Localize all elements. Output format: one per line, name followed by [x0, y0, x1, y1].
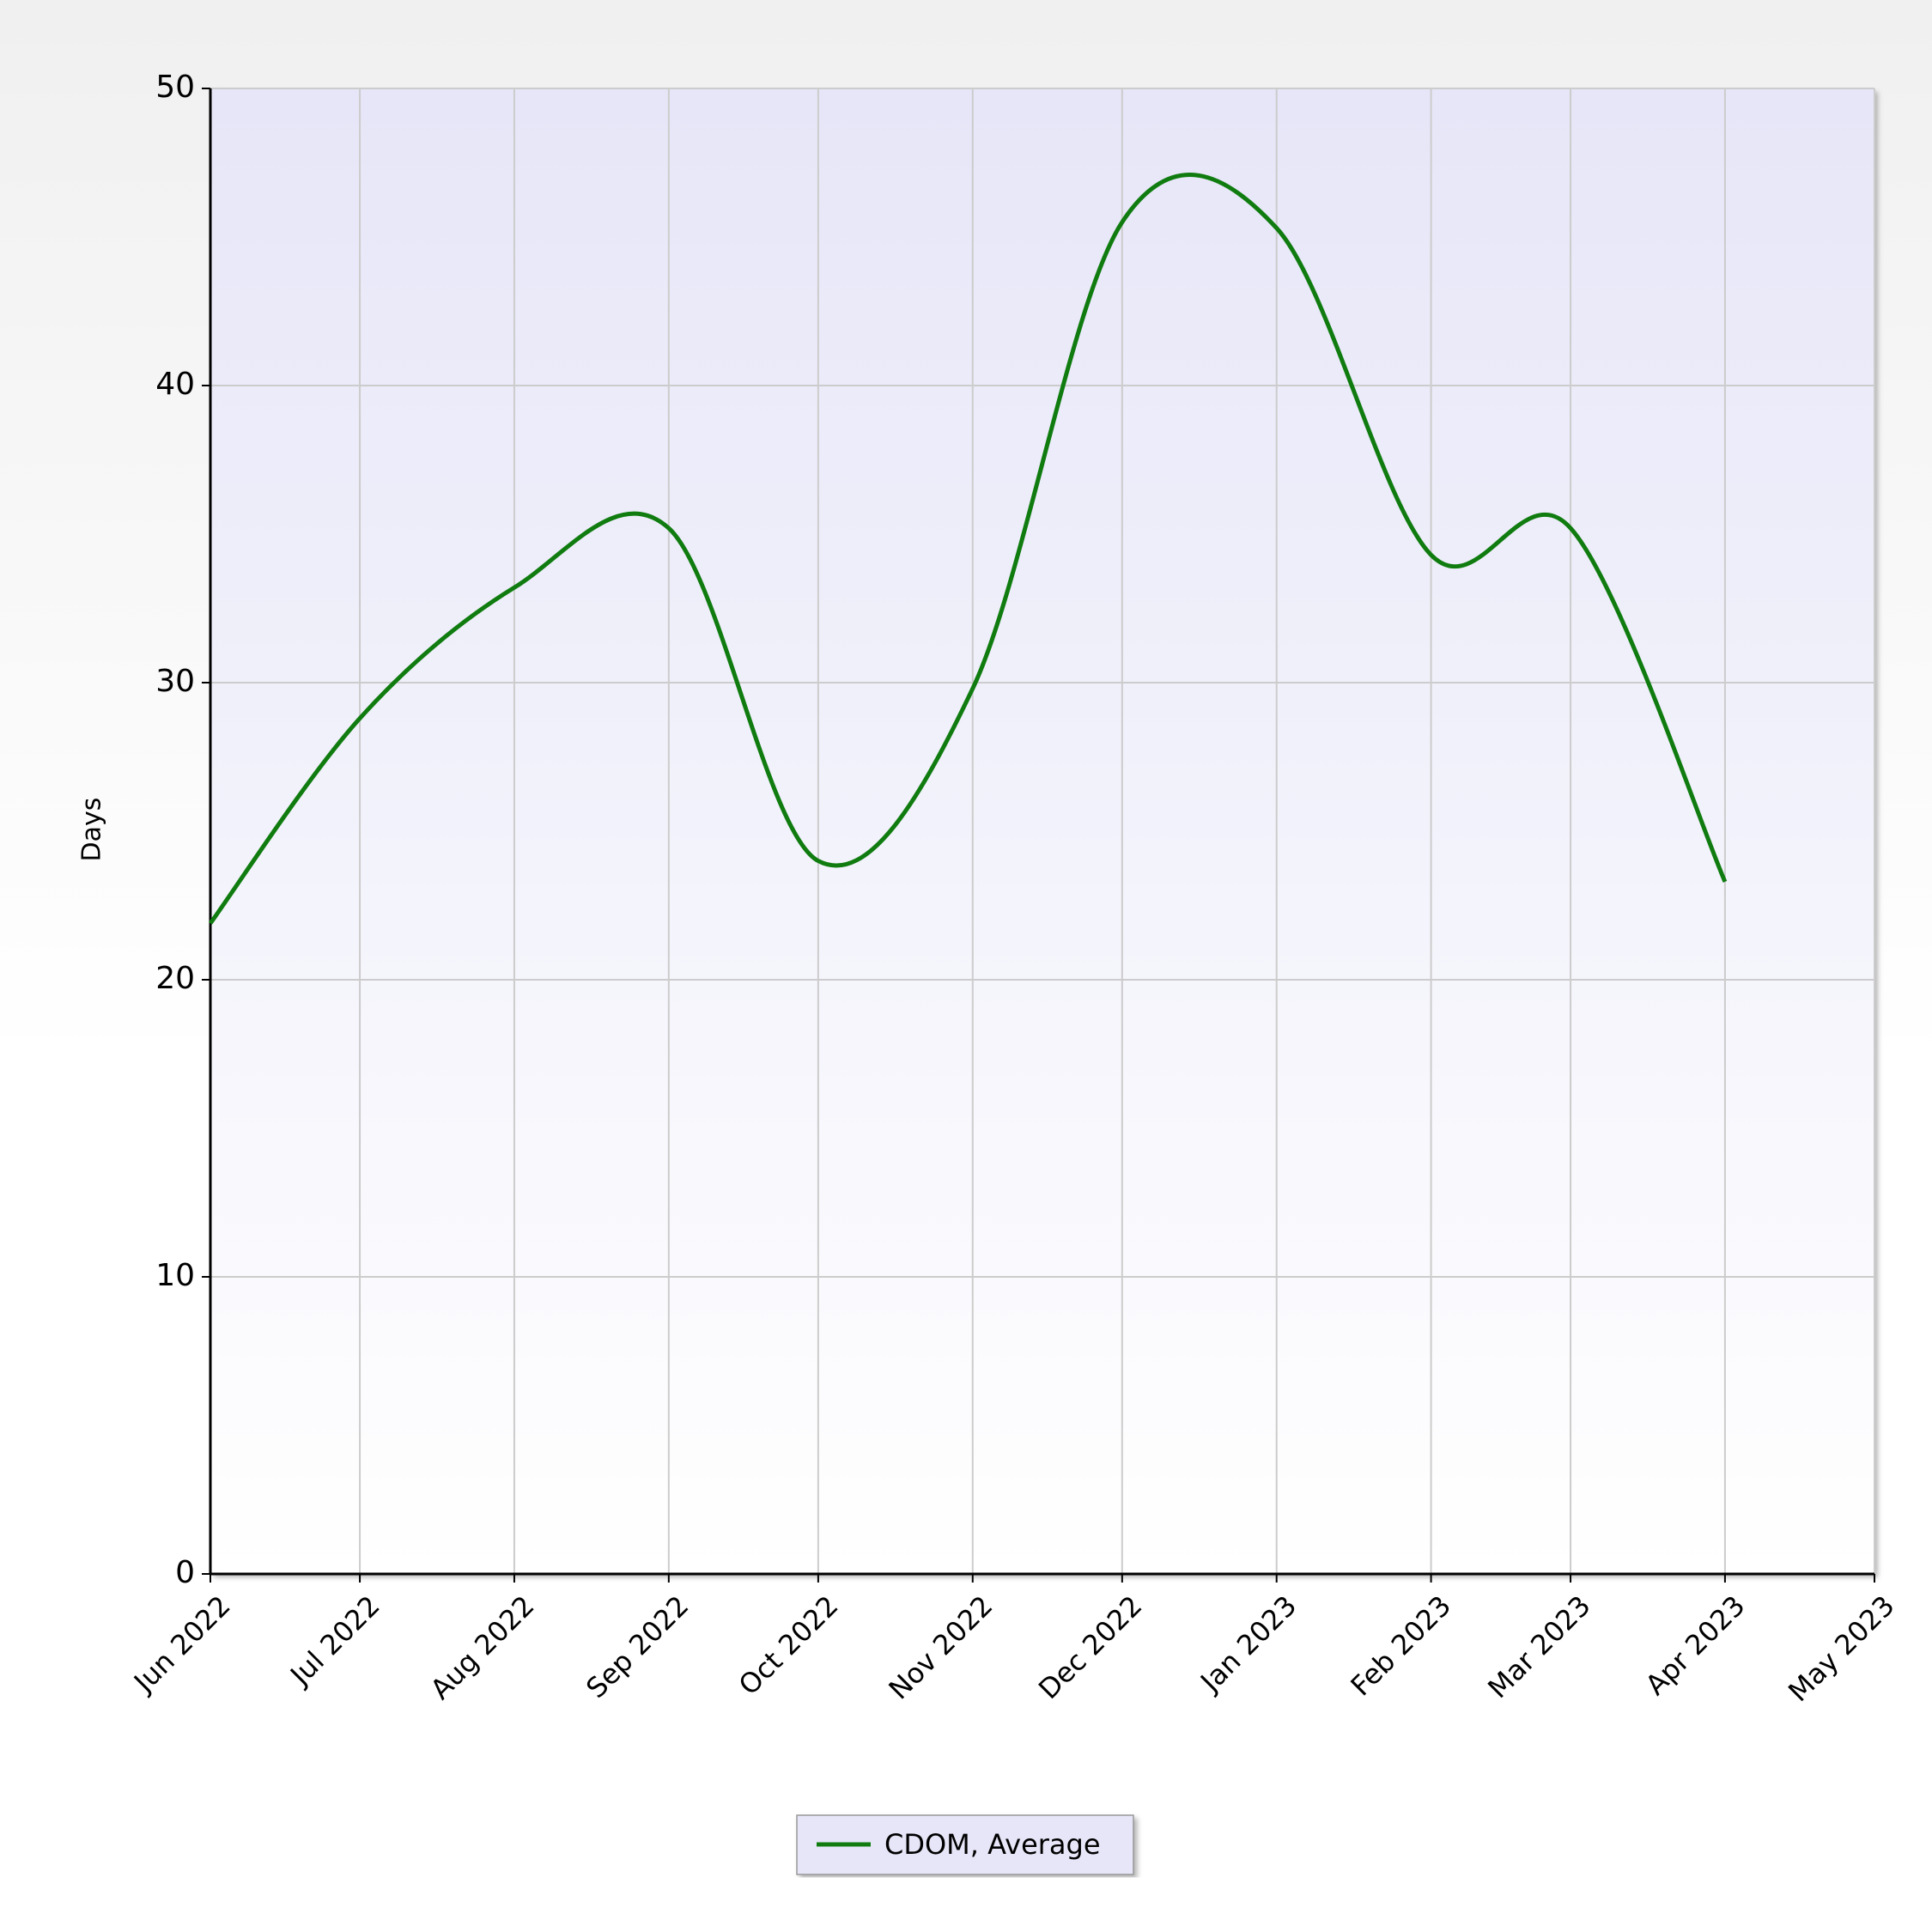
y-tick-label: 50 — [155, 70, 195, 105]
y-axis-label: Days — [77, 798, 107, 862]
marks — [208, 173, 1728, 925]
x-tick-label: Sep 2022 — [580, 1589, 695, 1704]
y-tick-label: 30 — [155, 664, 195, 699]
x-tick-label: May 2023 — [1782, 1589, 1900, 1708]
x-tick-label: Jun 2022 — [126, 1589, 236, 1699]
x-tick-label: Feb 2023 — [1345, 1589, 1458, 1703]
x-tick-label: Aug 2022 — [424, 1589, 541, 1706]
y-tick-label: 20 — [155, 961, 195, 996]
y-tick-label: 40 — [155, 367, 195, 402]
x-tick-label: Apr 2023 — [1639, 1589, 1752, 1702]
x-tick-label: Jul 2022 — [283, 1589, 386, 1692]
legend-label: CDOM, Average — [884, 1828, 1101, 1861]
x-tick-label: Nov 2022 — [883, 1589, 999, 1706]
x-tick-label: Jan 2023 — [1193, 1589, 1303, 1699]
plot-area — [210, 88, 1874, 1574]
x-tick-label: Dec 2022 — [1032, 1589, 1148, 1705]
line — [208, 173, 1728, 925]
x-tick-label: Mar 2023 — [1481, 1589, 1596, 1704]
legend: CDOM, Average — [796, 1814, 1134, 1875]
x-tick-label: Oct 2022 — [732, 1589, 845, 1702]
y-tick-label: 0 — [175, 1555, 195, 1590]
y-tick-label: 10 — [155, 1258, 195, 1293]
